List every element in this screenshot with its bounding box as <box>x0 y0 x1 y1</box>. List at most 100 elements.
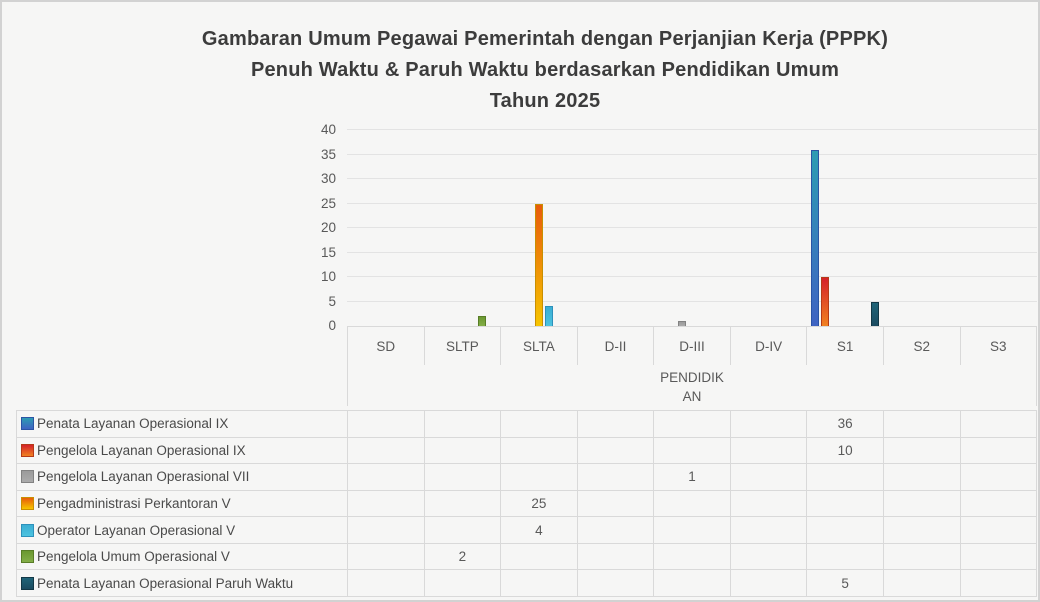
value-cell-slta <box>500 570 577 597</box>
legend-cell: Operator Layanan Operasional V <box>16 517 347 543</box>
value-cell-d-iii <box>653 411 730 437</box>
bar-slot <box>927 130 937 326</box>
value-cell-sd <box>347 464 424 490</box>
y-tick-label: 35 <box>320 146 336 162</box>
bar-slot <box>1014 130 1024 326</box>
gridline <box>347 202 1037 204</box>
table-row: Pengelola Layanan Operasional VII 1 <box>16 463 1038 490</box>
bar-slot <box>410 130 420 326</box>
legend-label: Pengelola Layanan Operasional VII <box>37 469 250 485</box>
category-axis-row: SD SLTP SLTA D-II D-III D-IV S1 S2 S3 <box>348 327 1036 365</box>
bar-slot <box>590 130 600 326</box>
value-cell-sd <box>347 411 424 437</box>
value-cell-s2 <box>882 570 960 597</box>
bar-slot <box>467 130 477 326</box>
y-tick-label: 15 <box>320 244 336 260</box>
gridline <box>347 178 1037 179</box>
y-tick-label: 40 <box>320 122 336 137</box>
value-cell-d-iv <box>729 570 807 597</box>
y-tick-label: 10 <box>320 269 336 284</box>
legend-cell: Pengadministrasi Perkantoran V <box>16 490 347 517</box>
bar <box>678 321 687 326</box>
table-row: Pengelola Layanan Operasional IX 10 <box>16 436 1038 464</box>
bar-slot <box>850 130 860 326</box>
bar-slot <box>544 130 554 326</box>
x-axis-title-line: AN <box>682 389 702 404</box>
chart-title-line2: Penuh Waktu & Paruh Waktu berdasarkan Pe… <box>250 59 840 81</box>
category-column-sd <box>347 130 424 326</box>
category-column-slta <box>500 130 577 326</box>
value-cell-s1 <box>806 464 883 490</box>
bar <box>821 277 830 326</box>
value-cell-sd <box>347 437 424 464</box>
value-cell-d-iii <box>653 570 730 597</box>
bar-slot <box>600 130 610 326</box>
value-cell-d-iv <box>729 464 807 490</box>
table-row: Pengelola Umum Operasional V 2 <box>16 542 1038 570</box>
bar-slot <box>810 130 820 326</box>
bar-slot <box>744 130 754 326</box>
category-column-d-iii <box>654 130 731 326</box>
y-tick-label: 20 <box>320 220 336 235</box>
value-cell-d-iii: 1 <box>653 464 730 490</box>
bar-slot <box>974 130 984 326</box>
gridline <box>347 153 1037 155</box>
legend-label: Penata Layanan Operasional IX <box>37 416 229 432</box>
value-cell-sltp <box>423 464 501 490</box>
chart-title: Gambaran Umum Pegawai Pemerintah dengan … <box>2 24 1038 117</box>
value-cell-sltp <box>423 517 501 543</box>
bar-slot <box>784 130 794 326</box>
value-cell-s2 <box>882 490 960 517</box>
bar-slot <box>427 130 437 326</box>
legend-label: Pengelola Layanan Operasional IX <box>37 442 246 458</box>
bar-slot <box>457 130 467 326</box>
value-cell-d-ii <box>576 517 654 543</box>
bar-slot <box>840 130 850 326</box>
legend-swatch <box>21 497 34 511</box>
data-table: Penata Layanan Operasional IX 36 Pengelola… <box>16 410 1038 597</box>
value-cell-s2 <box>882 543 960 570</box>
value-cell-s1: 5 <box>806 570 883 597</box>
value-cell-s3 <box>959 543 1038 570</box>
gridline <box>347 129 1037 130</box>
bar-slot <box>390 130 400 326</box>
category-label-d-iii: D-III <box>654 327 731 365</box>
bar <box>811 149 820 326</box>
value-cell-d-ii <box>576 543 654 570</box>
value-cell-s3 <box>959 437 1038 464</box>
value-cell-slta <box>500 464 577 490</box>
legend-swatch <box>21 470 34 484</box>
value-cell-d-iv <box>729 437 807 464</box>
value-cell-sd <box>347 517 424 543</box>
value-cell-s1 <box>806 490 883 517</box>
value-cell-d-iv <box>729 543 807 570</box>
bar-slot <box>677 130 687 326</box>
legend-cell: Pengelola Layanan Operasional IX <box>16 437 347 464</box>
bar-slot <box>580 130 590 326</box>
bar-slot <box>697 130 707 326</box>
bar-slot <box>754 130 764 326</box>
bar-slot <box>564 130 574 326</box>
legend-swatch <box>21 550 34 564</box>
value-cell-d-iii <box>653 517 730 543</box>
value-cell-s2 <box>882 437 960 464</box>
bar-slot <box>1024 130 1034 326</box>
bar-slot <box>764 130 774 326</box>
table-row: Penata Layanan Operasional Paruh Waktu 5 <box>16 569 1038 597</box>
category-column-sltp <box>424 130 501 326</box>
bar-slot <box>964 130 974 326</box>
category-label-sd: SD <box>348 327 425 365</box>
value-cell-sltp <box>423 437 501 464</box>
value-cell-slta <box>500 437 577 464</box>
value-cell-sd <box>347 490 424 517</box>
x-axis-title-line: PENDIDIK <box>660 370 724 385</box>
value-cell-sltp <box>423 490 501 517</box>
legend-swatch <box>21 576 34 590</box>
category-label-d-iv: D-IV <box>731 327 808 365</box>
value-cell-sltp <box>423 570 501 597</box>
bar <box>871 301 880 326</box>
value-cell-d-iv <box>729 411 807 437</box>
bar <box>478 316 486 326</box>
value-cell-s3 <box>959 490 1038 517</box>
bar-slot <box>860 130 870 326</box>
